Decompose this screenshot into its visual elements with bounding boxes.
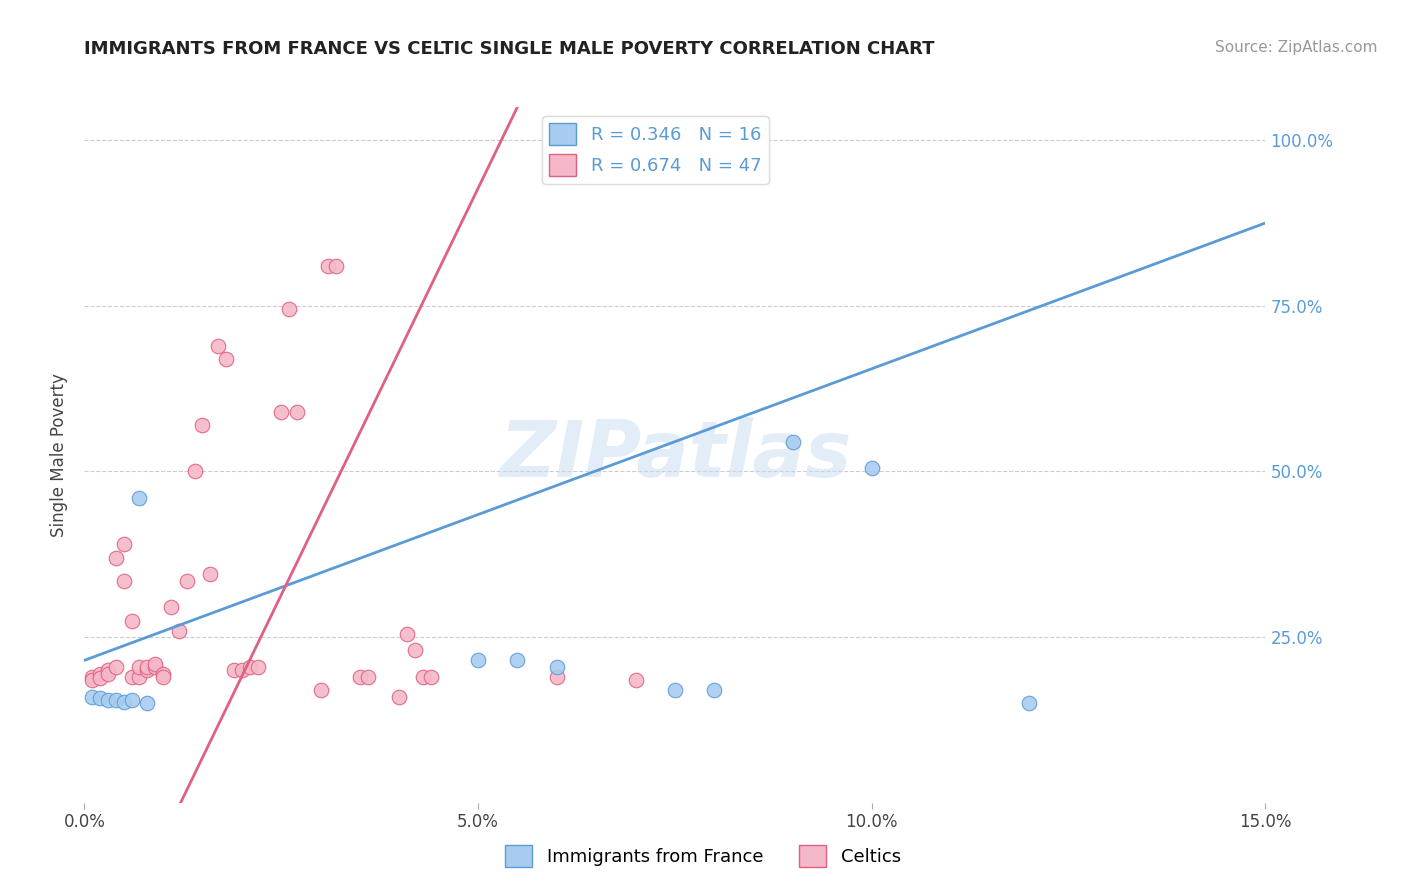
Point (121, 670, 143, 684)
Point (506, 653, 529, 667)
Point (89, 691, 111, 706)
Point (222, 663, 245, 677)
Point (703, 683, 725, 698)
Point (278, 302, 301, 317)
Legend: Immigrants from France, Celtics: Immigrants from France, Celtics (498, 838, 908, 874)
Point (82, 690, 104, 704)
Point (664, 683, 686, 698)
Point (136, 697, 159, 711)
Point (467, 653, 489, 667)
Text: Source: ZipAtlas.com: Source: ZipAtlas.com (1215, 40, 1378, 55)
Point (97, 666, 120, 681)
Point (404, 643, 426, 657)
Point (121, 614, 143, 628)
Legend: R = 0.346   N = 16, R = 0.674   N = 47: R = 0.346 N = 16, R = 0.674 N = 47 (543, 116, 769, 184)
Point (104, 660, 127, 674)
Point (183, 465, 205, 479)
Point (143, 660, 166, 674)
Point (136, 660, 159, 674)
Point (128, 670, 150, 684)
Point (231, 663, 253, 677)
Point (309, 683, 332, 698)
Point (860, 461, 883, 475)
Point (128, 660, 150, 674)
Point (97, 693, 120, 707)
Point (782, 434, 804, 449)
Point (160, 600, 183, 615)
Point (104, 693, 127, 707)
Point (419, 670, 441, 684)
Point (246, 660, 269, 674)
Text: IMMIGRANTS FROM FRANCE VS CELTIC SINGLE MALE POVERTY CORRELATION CHART: IMMIGRANTS FROM FRANCE VS CELTIC SINGLE … (84, 40, 935, 58)
Point (388, 690, 411, 704)
Point (412, 670, 434, 684)
Point (167, 624, 190, 638)
Point (285, 405, 308, 419)
Point (82, 673, 104, 688)
Point (349, 670, 371, 684)
Point (546, 670, 568, 684)
Text: ZIPatlas: ZIPatlas (499, 417, 851, 493)
Point (143, 657, 166, 671)
Point (104, 550, 127, 565)
Point (89, 666, 111, 681)
Point (112, 695, 135, 709)
Point (318, 259, 340, 273)
Point (152, 670, 174, 684)
Point (270, 405, 292, 419)
Point (176, 574, 198, 588)
Point (546, 660, 568, 674)
Point (89, 671, 111, 685)
Point (128, 491, 150, 505)
Point (239, 660, 262, 674)
Point (191, 418, 214, 433)
Point (396, 627, 419, 641)
Point (325, 259, 347, 273)
Y-axis label: Single Male Poverty: Single Male Poverty (51, 373, 69, 537)
Point (1018, 697, 1040, 711)
Point (112, 574, 135, 588)
Point (624, 673, 647, 688)
Point (82, 670, 104, 684)
Point (136, 663, 159, 677)
Point (357, 670, 380, 684)
Point (152, 666, 174, 681)
Point (207, 338, 229, 352)
Point (97, 663, 120, 677)
Point (200, 567, 222, 582)
Point (121, 693, 143, 707)
Point (112, 537, 135, 551)
Point (215, 351, 238, 366)
